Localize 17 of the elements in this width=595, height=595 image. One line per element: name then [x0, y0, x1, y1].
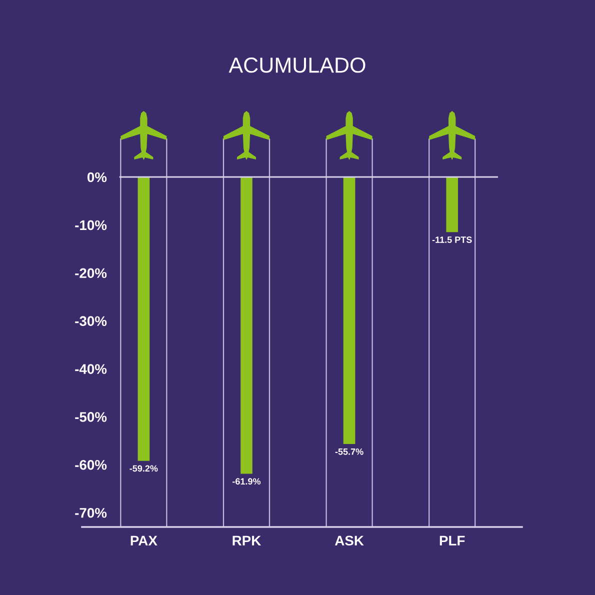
- y-tick-label: -60%: [75, 460, 107, 470]
- y-tick-label: -20%: [75, 268, 107, 278]
- y-tick-label: -30%: [75, 316, 107, 326]
- y-tick-label: -40%: [75, 364, 107, 374]
- x-tick-label: RPK: [232, 536, 262, 546]
- data-label: -55.7%: [335, 448, 364, 455]
- data-label: -61.9%: [232, 478, 261, 485]
- data-label: -11.5 PTS: [432, 236, 472, 243]
- chart-title: ACUMULADO: [228, 58, 366, 73]
- x-tick-label: ASK: [334, 536, 364, 546]
- y-tick-label: -50%: [75, 412, 107, 422]
- y-tick-label: -70%: [75, 508, 107, 518]
- x-tick-label: PAX: [130, 536, 158, 546]
- y-tick-label: -10%: [75, 220, 107, 230]
- data-label: -59.2%: [130, 465, 158, 472]
- x-tick-label: PLF: [440, 536, 465, 546]
- y-tick-label: 0%: [87, 172, 107, 182]
